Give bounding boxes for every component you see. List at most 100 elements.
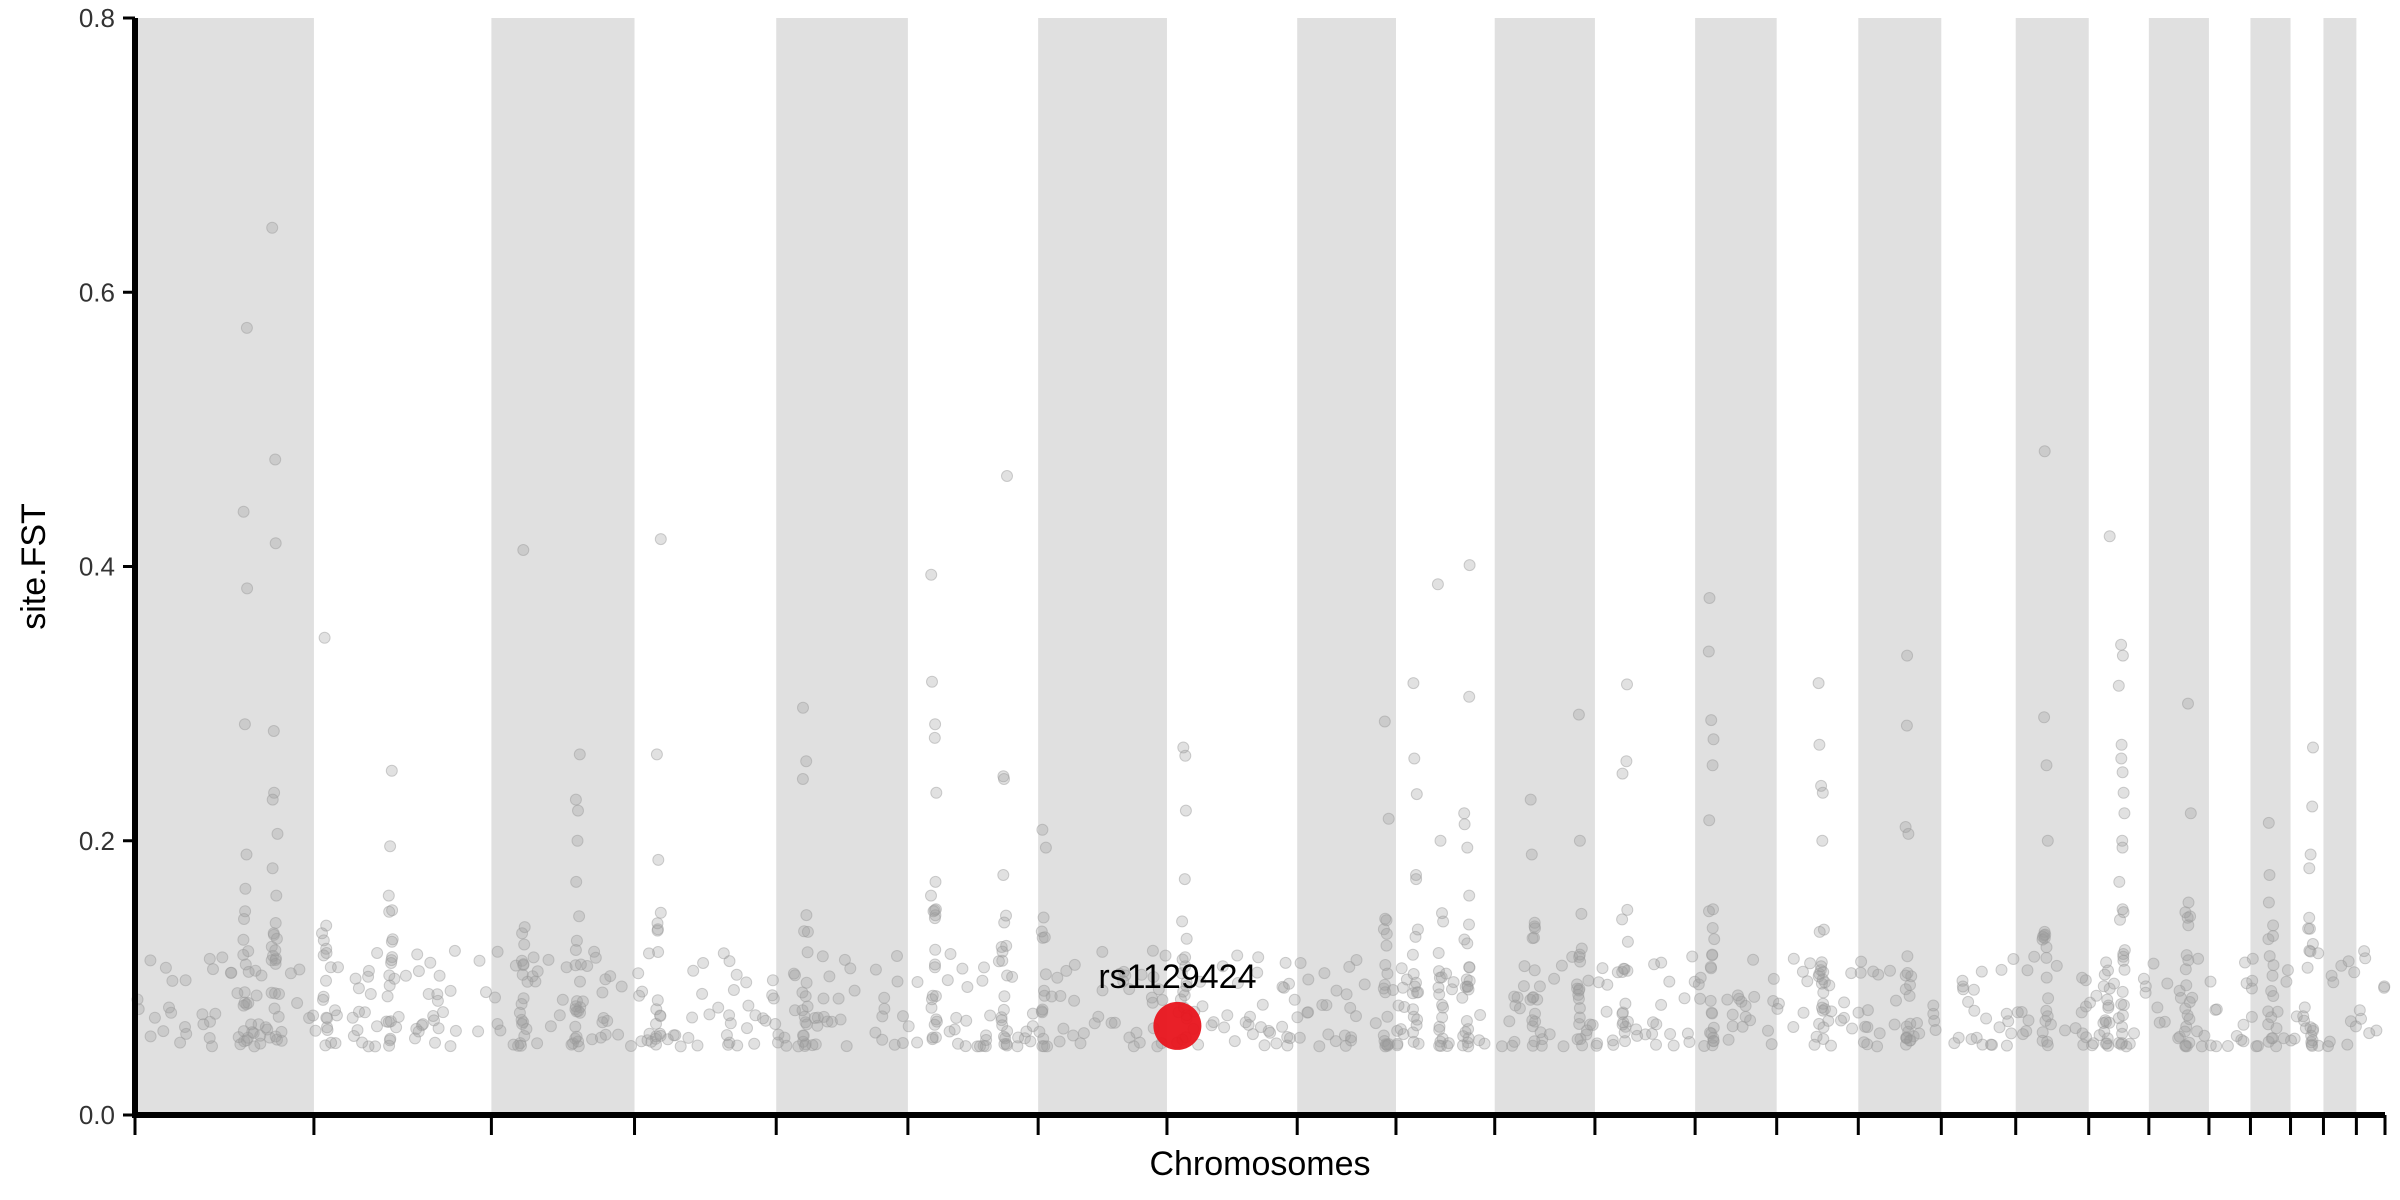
- snp-point: [2290, 1010, 2303, 1023]
- snp-point: [271, 827, 284, 840]
- snp-point: [1478, 1037, 1491, 1050]
- snp-point: [516, 927, 529, 940]
- snp-point: [2240, 977, 2253, 990]
- snp-point: [2246, 974, 2259, 987]
- snp-point: [1151, 1040, 1164, 1053]
- snp-point: [1688, 975, 1701, 988]
- snp-point: [654, 1029, 667, 1042]
- snp-point: [1639, 1028, 1652, 1041]
- snp-point: [309, 1024, 322, 1037]
- snp-point: [1293, 1031, 1306, 1044]
- snp-point: [594, 1031, 607, 1044]
- snp-point: [1442, 1037, 1455, 1050]
- snp-point: [2036, 1034, 2049, 1047]
- snp-point: [2139, 980, 2152, 993]
- snp-point: [271, 1033, 283, 1046]
- snp-point: [1302, 973, 1315, 986]
- snp-point: [265, 986, 278, 999]
- snp-point: [757, 1012, 769, 1025]
- snp-point: [383, 1034, 396, 1047]
- chromosome-band: [776, 18, 908, 1115]
- snp-point: [1460, 973, 1473, 986]
- snp-point: [800, 755, 813, 768]
- snp-point: [2007, 953, 2020, 965]
- snp-point: [801, 946, 814, 959]
- snp-point: [2270, 1022, 2283, 1035]
- snp-point: [517, 544, 530, 556]
- snp-point: [2262, 1018, 2275, 1031]
- snp-point: [1616, 913, 1629, 926]
- highlighted-snp-point[interactable]: [1153, 1001, 1202, 1050]
- snp-point: [697, 957, 710, 969]
- snp-point: [1616, 1007, 1629, 1020]
- snp-point: [1817, 923, 1830, 936]
- snp-point: [1812, 677, 1825, 690]
- snp-point: [1358, 978, 1371, 991]
- snp-point: [252, 1018, 265, 1031]
- snp-point: [2038, 711, 2051, 724]
- snp-point: [1410, 788, 1423, 801]
- snp-point: [1024, 1035, 1037, 1048]
- snp-point: [303, 1012, 316, 1024]
- snp-point: [382, 889, 395, 902]
- snp-point: [649, 1032, 662, 1045]
- snp-point: [1378, 978, 1391, 991]
- snp-point: [307, 1009, 320, 1022]
- snp-point: [556, 993, 569, 1006]
- snp-point: [798, 1040, 811, 1052]
- snp-point: [1397, 1028, 1410, 1041]
- snp-point: [2342, 955, 2355, 968]
- chromosome-band: [1038, 18, 1167, 1115]
- highlight-layer: rs1129424: [1098, 958, 1256, 1050]
- snp-point: [1281, 1031, 1294, 1043]
- snp-point: [2075, 1006, 2088, 1019]
- snp-point: [267, 725, 280, 737]
- snp-point: [2288, 1032, 2301, 1045]
- snp-point: [787, 967, 800, 980]
- snp-point: [1733, 992, 1745, 1005]
- snp-point: [799, 990, 812, 1003]
- snp-point: [1251, 966, 1264, 979]
- snp-point: [2262, 896, 2275, 909]
- snp-point: [267, 928, 280, 941]
- snp-point: [242, 945, 255, 958]
- snp-point: [997, 1003, 1010, 1016]
- snp-point: [1463, 961, 1476, 974]
- snp-point: [570, 1030, 583, 1043]
- snp-point: [1391, 1037, 1404, 1050]
- snp-point: [1228, 1035, 1241, 1048]
- snp-point: [2039, 1014, 2052, 1027]
- snp-point: [390, 1021, 403, 1034]
- snp-point: [2323, 1035, 2336, 1048]
- snp-point: [897, 1010, 909, 1023]
- snp-point: [1457, 1039, 1469, 1052]
- snp-point: [2117, 950, 2130, 963]
- snp-point: [1901, 950, 1914, 963]
- snp-point: [521, 975, 534, 988]
- snp-point: [1528, 916, 1541, 929]
- snp-point: [1196, 1000, 1209, 1013]
- snp-point: [237, 948, 250, 961]
- snp-point: [720, 1029, 733, 1042]
- snp-point: [1731, 989, 1744, 1002]
- snp-point: [1000, 1039, 1013, 1052]
- snp-point: [237, 999, 250, 1012]
- snp-point: [517, 1016, 530, 1029]
- snp-point: [1748, 990, 1761, 1003]
- snp-point: [1281, 1039, 1294, 1052]
- snp-point: [241, 582, 254, 595]
- snp-point: [2344, 1015, 2357, 1028]
- snp-point: [1343, 960, 1356, 973]
- snp-point: [2086, 1039, 2099, 1052]
- snp-point: [520, 1023, 533, 1035]
- snp-point: [589, 951, 602, 964]
- snp-point: [269, 987, 281, 1000]
- snp-point: [1663, 975, 1676, 988]
- snp-point: [237, 1025, 250, 1038]
- snp-point: [203, 952, 216, 965]
- snp-point: [2204, 1039, 2217, 1052]
- snp-point: [234, 1038, 247, 1051]
- snp-point: [1316, 999, 1329, 1011]
- snp-point: [999, 1032, 1012, 1045]
- snp-point: [980, 1029, 992, 1042]
